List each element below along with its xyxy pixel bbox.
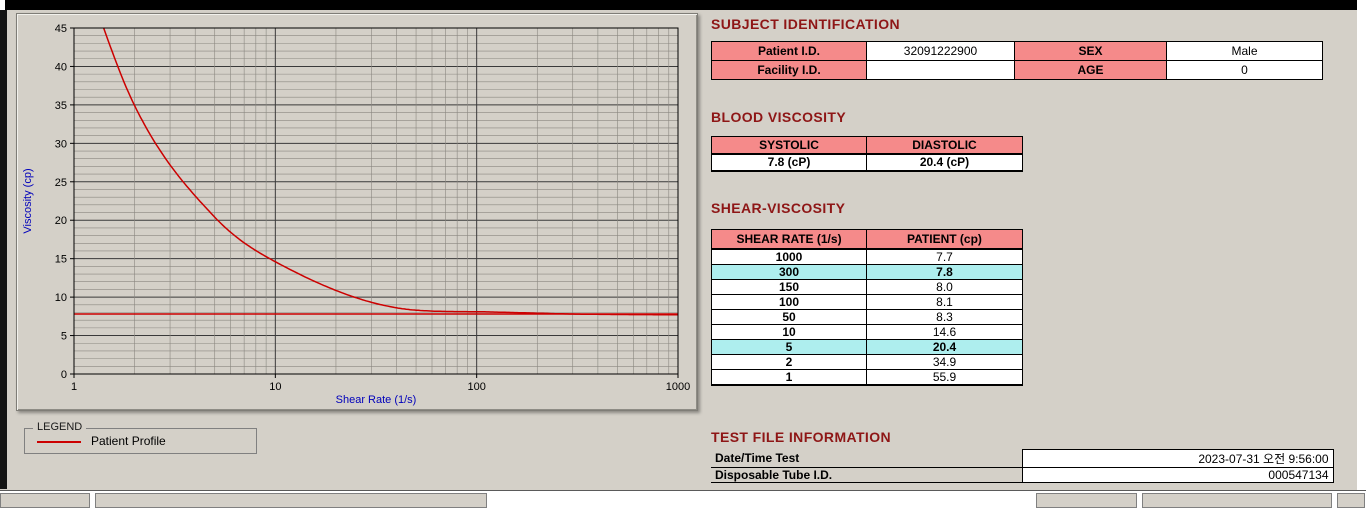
taskbar-item[interactable]	[1036, 493, 1137, 508]
patient-cp-cell: 20.4	[866, 338, 1023, 355]
table-row: 50 8.3	[711, 308, 1023, 325]
patient-cp-cell: 55.9	[866, 368, 1023, 385]
patient-cp-cell: 7.7	[866, 248, 1023, 265]
shear-rate-cell: 300	[711, 263, 867, 280]
table-row: 2 34.9	[711, 353, 1023, 370]
left-edge-bar	[0, 10, 7, 489]
facility-id-label: Facility I.D.	[711, 60, 867, 80]
right-edge-strip	[1357, 0, 1366, 508]
age-label: AGE	[1014, 60, 1167, 80]
window-top-bar	[5, 0, 1357, 10]
subject-identification-title: SUBJECT IDENTIFICATION	[711, 16, 900, 32]
date-time-test-value: 2023-07-31 오전 9:56:00	[1021, 449, 1334, 468]
patient-id-label: Patient I.D.	[711, 41, 867, 61]
patient-cp-cell: 8.1	[866, 293, 1023, 310]
table-header-row: SHEAR RATE (1/s) PATIENT (cp)	[711, 229, 1023, 250]
table-row: 100 8.1	[711, 293, 1023, 310]
diastolic-header: DIASTOLIC	[866, 136, 1023, 155]
shear-rate-cell: 5	[711, 338, 867, 355]
subject-identification-table: Patient I.D. 32091222900 SEX Male Facili…	[711, 41, 1323, 80]
shear-rate-header: SHEAR RATE (1/s)	[711, 229, 867, 250]
svg-text:1000: 1000	[666, 381, 690, 393]
blood-viscosity-title: BLOOD VISCOSITY	[711, 109, 847, 125]
patient-cp-cell: 7.8	[866, 263, 1023, 280]
shear-viscosity-table: SHEAR RATE (1/s) PATIENT (cp) 1000 7.7 3…	[711, 229, 1023, 386]
svg-text:10: 10	[269, 381, 281, 393]
taskbar-item[interactable]	[95, 493, 487, 508]
taskbar-item[interactable]	[1337, 493, 1365, 508]
systolic-header: SYSTOLIC	[711, 136, 867, 155]
shear-rate-cell: 10	[711, 323, 867, 340]
patient-cp-cell: 14.6	[866, 323, 1023, 340]
table-row: Date/Time Test 2023-07-31 오전 9:56:00	[711, 449, 1334, 468]
blood-viscosity-table: SYSTOLIC DIASTOLIC 7.8 (cP) 20.4 (cP)	[711, 136, 1023, 172]
shear-viscosity-title: SHEAR-VISCOSITY	[711, 200, 846, 216]
shear-rate-cell: 1	[711, 368, 867, 385]
legend-line-sample	[37, 441, 81, 443]
shear-viscosity-chart: 0 5 10 15 20 25 30 35 40 45 1 10 100 1000 Shear Rate (…	[22, 23, 690, 406]
sex-value: Male	[1166, 41, 1323, 61]
shear-rate-cell: 150	[711, 278, 867, 295]
patient-id-value: 32091222900	[866, 41, 1015, 61]
table-row: 10 14.6	[711, 323, 1023, 340]
age-value: 0	[1166, 60, 1323, 80]
svg-text:15: 15	[55, 254, 67, 266]
table-row: Disposable Tube I.D. 000547134	[711, 467, 1334, 483]
patient-cp-cell: 34.9	[866, 353, 1023, 370]
sex-label: SEX	[1014, 41, 1167, 61]
taskbar-item[interactable]	[0, 493, 90, 508]
svg-text:20: 20	[55, 215, 67, 227]
table-row: 7.8 (cP) 20.4 (cP)	[711, 153, 1023, 171]
disposable-tube-id-label: Disposable Tube I.D.	[711, 467, 1022, 483]
date-time-test-label: Date/Time Test	[711, 449, 1022, 468]
svg-text:35: 35	[55, 100, 67, 112]
table-row: 300 7.8	[711, 263, 1023, 280]
top-left-corner	[0, 0, 5, 10]
systolic-value: 7.8 (cP)	[711, 153, 867, 171]
shear-rate-cell: 1000	[711, 248, 867, 265]
diastolic-value: 20.4 (cP)	[866, 153, 1023, 171]
legend-title: LEGEND	[33, 421, 87, 433]
svg-text:45: 45	[55, 23, 67, 35]
svg-text:10: 10	[55, 292, 67, 304]
svg-text:1: 1	[71, 381, 77, 393]
test-file-information-table: Date/Time Test 2023-07-31 오전 9:56:00 Dis…	[711, 449, 1334, 483]
viscosity-chart-panel: 0 5 10 15 20 25 30 35 40 45 1 10 100 1000 Shear Rate (…	[16, 13, 698, 411]
patient-cp-header: PATIENT (cp)	[866, 229, 1023, 250]
svg-text:25: 25	[55, 177, 67, 189]
legend-box: LEGEND Patient Profile	[24, 421, 257, 454]
table-row: Patient I.D. 32091222900 SEX Male	[711, 41, 1323, 61]
svg-text:0: 0	[61, 369, 67, 381]
table-row: 1000 7.7	[711, 248, 1023, 265]
disposable-tube-id-value: 000547134	[1021, 467, 1334, 483]
svg-text:30: 30	[55, 138, 67, 150]
shear-rate-cell: 2	[711, 353, 867, 370]
shear-rate-cell: 100	[711, 293, 867, 310]
taskbar-strip	[0, 490, 1366, 508]
svg-text:100: 100	[467, 381, 485, 393]
svg-text:40: 40	[55, 61, 67, 73]
patient-cp-cell: 8.0	[866, 278, 1023, 295]
taskbar-item[interactable]	[1142, 493, 1332, 508]
legend-series-label: Patient Profile	[91, 434, 166, 448]
svg-text:5: 5	[61, 331, 67, 343]
patient-cp-cell: 8.3	[866, 308, 1023, 325]
svg-text:Shear Rate (1/s): Shear Rate (1/s)	[336, 394, 417, 406]
table-row: 5 20.4	[711, 338, 1023, 355]
shear-rate-cell: 50	[711, 308, 867, 325]
test-file-information-title: TEST FILE INFORMATION	[711, 429, 892, 445]
svg-text:Viscosity (cp): Viscosity (cp)	[22, 168, 34, 233]
table-row: 150 8.0	[711, 278, 1023, 295]
table-header-row: SYSTOLIC DIASTOLIC	[711, 136, 1023, 155]
table-row: Facility I.D. AGE 0	[711, 60, 1323, 80]
facility-id-value	[866, 60, 1015, 80]
table-row: 1 55.9	[711, 368, 1023, 385]
